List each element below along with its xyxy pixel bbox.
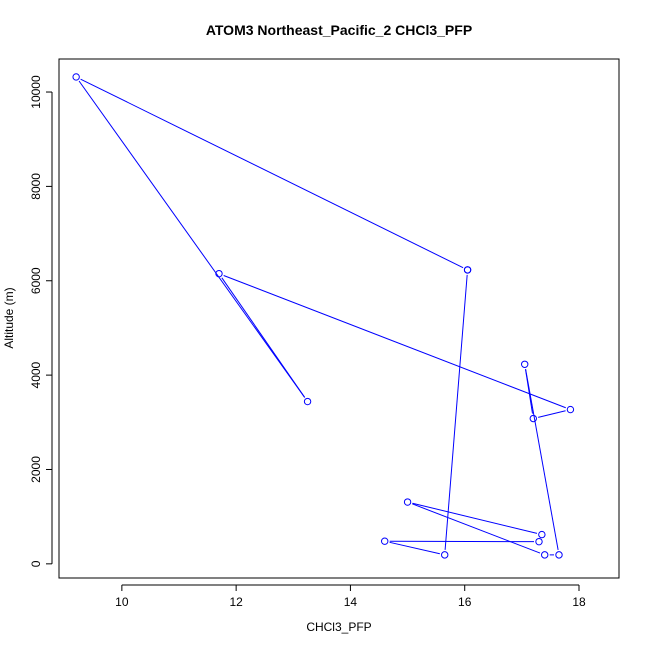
x-tick-label: 16 bbox=[458, 595, 472, 609]
x-tick-label: 12 bbox=[229, 595, 243, 609]
data-point bbox=[441, 551, 449, 559]
data-point bbox=[303, 397, 312, 406]
x-axis-label: CHCl3_PFP bbox=[306, 620, 371, 634]
series-segment bbox=[444, 274, 468, 550]
data-point bbox=[463, 266, 472, 274]
x-tick-label: 14 bbox=[344, 595, 358, 609]
x-axis: 10 12 14 16 18 bbox=[115, 584, 586, 609]
series-group bbox=[72, 73, 575, 559]
series-segment bbox=[80, 78, 464, 269]
series-segment bbox=[221, 277, 306, 398]
data-point bbox=[541, 551, 549, 559]
series-segment bbox=[78, 80, 306, 398]
data-point bbox=[535, 537, 543, 546]
x-tick-label: 18 bbox=[572, 595, 586, 609]
data-point bbox=[529, 414, 537, 423]
y-axis: 0 2000 4000 6000 8000 10000 bbox=[29, 75, 53, 567]
data-point bbox=[521, 360, 529, 368]
plot-area bbox=[58, 58, 620, 579]
data-point bbox=[538, 530, 546, 539]
data-point bbox=[381, 537, 389, 545]
data-point bbox=[555, 551, 563, 559]
series-segment bbox=[412, 502, 538, 534]
data-point bbox=[566, 405, 575, 414]
y-tick-label: 8000 bbox=[29, 173, 43, 200]
data-point bbox=[403, 498, 412, 506]
x-tick-label: 10 bbox=[115, 595, 129, 609]
series-segment bbox=[389, 541, 440, 555]
series-segment bbox=[525, 369, 559, 551]
y-tick-label: 0 bbox=[29, 560, 43, 567]
data-point bbox=[72, 73, 80, 81]
chart-title: ATOM3 Northeast_Pacific_2 CHCl3_PFP bbox=[206, 22, 472, 38]
y-tick-label: 4000 bbox=[29, 361, 43, 388]
y-tick-label: 2000 bbox=[29, 456, 43, 483]
y-tick-label: 6000 bbox=[29, 267, 43, 294]
y-axis-label: Altitude (m) bbox=[2, 287, 16, 348]
series-segment bbox=[223, 275, 566, 409]
series-segment bbox=[538, 410, 566, 418]
series-segment bbox=[412, 503, 541, 554]
y-tick-label: 10000 bbox=[29, 75, 43, 109]
data-point bbox=[215, 269, 223, 278]
